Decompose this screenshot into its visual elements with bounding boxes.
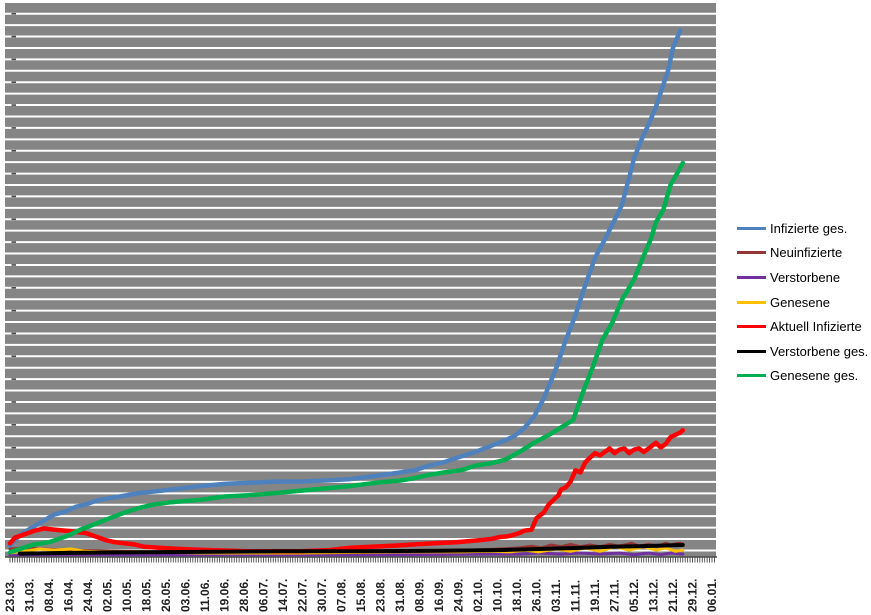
x-axis-label: 21.12. (666, 579, 680, 612)
x-axis-label: 02.05. (101, 579, 115, 612)
x-axis-label: 18.05. (140, 579, 154, 612)
legend-swatch (737, 251, 766, 255)
x-axis-label: 31.08. (393, 579, 407, 612)
x-axis-label: 24.09. (452, 579, 466, 612)
x-axis-label: 23.03. (3, 579, 17, 612)
x-axis-label: 03.06. (179, 579, 193, 612)
x-axis-label: 28.06. (237, 579, 251, 612)
x-axis-label: 03.11. (549, 579, 563, 612)
legend-item[interactable]: Infizierte ges. (737, 216, 871, 241)
plot-background (5, 3, 716, 557)
legend-swatch (737, 300, 766, 304)
x-axis-label: 29.12. (686, 579, 700, 612)
x-axis-label: 31.03. (23, 579, 37, 612)
legend-label: Infizierte ges. (770, 220, 848, 236)
legend-label: Verstorbene (770, 269, 841, 285)
x-axis-label: 11.11. (569, 580, 583, 612)
series-line-genesene-ges (7, 160, 686, 555)
legend-label: Genesene ges. (770, 368, 859, 384)
legend-label: Verstorbene ges. (770, 343, 869, 359)
legend-label: Neuinfizierte (770, 245, 843, 261)
legend-item[interactable]: Genesene ges. (737, 364, 871, 389)
x-axis-label: 16.09. (432, 579, 446, 612)
legend-item[interactable]: Genesene (737, 290, 871, 315)
x-axis-label: 15.08. (354, 579, 368, 612)
x-axis-label: 06.07. (257, 579, 271, 612)
x-axis-label: 18.10. (510, 579, 524, 612)
x-axis-label: 19.11. (588, 579, 602, 612)
legend-item[interactable]: Aktuell Infizierte (737, 314, 871, 339)
legend-item[interactable]: Neuinfizierte (737, 241, 871, 266)
x-axis-label: 16.04. (62, 579, 76, 612)
legend-swatch (737, 275, 766, 279)
x-axis-label: 26.10. (530, 579, 544, 612)
series-line-verstorbene-ges (17, 543, 685, 556)
legend-swatch (737, 374, 766, 378)
chart-legend[interactable]: Infizierte ges. Neuinfizierte Verstorbene G… (737, 216, 871, 388)
legend-item[interactable]: Verstorbene (737, 265, 871, 290)
x-axis-label: 08.04. (42, 579, 56, 612)
x-axis-label: 02.10. (471, 579, 485, 612)
x-axis-label: 13.12. (647, 579, 661, 612)
x-axis-label: 08.09. (413, 579, 427, 612)
x-axis-label: 30.07. (315, 579, 329, 612)
legend-swatch (737, 349, 766, 353)
x-axis-label: 27.11. (608, 579, 622, 612)
series-line-infizierte-ges (7, 28, 683, 548)
x-axis-label: 14.07. (276, 579, 290, 612)
legend-swatch (737, 226, 766, 230)
x-axis-label: 19.06. (218, 579, 232, 612)
legend-label: Aktuell Infizierte (770, 319, 862, 335)
legend-swatch (737, 325, 766, 329)
x-axis-label: 26.05. (159, 579, 173, 612)
x-axis-label: 24.04. (81, 579, 95, 612)
legend-item[interactable]: Verstorbene ges. (737, 339, 871, 364)
x-axis-label: 23.08. (374, 579, 388, 612)
series-line-verstorbene (8, 551, 685, 557)
series-line-aktuell-infizierte (7, 427, 686, 554)
x-axis-label: 11.06. (198, 579, 212, 612)
x-axis-label: 22.07. (296, 579, 310, 612)
legend-label: Genesene (770, 294, 830, 310)
x-axis-label: 07.08. (335, 579, 349, 612)
x-axis-label: 06.01. (705, 579, 719, 612)
x-axis-label: 10.10. (491, 579, 505, 612)
x-axis-label: 05.12. (627, 579, 641, 612)
x-axis-label: 10.05. (120, 579, 134, 612)
